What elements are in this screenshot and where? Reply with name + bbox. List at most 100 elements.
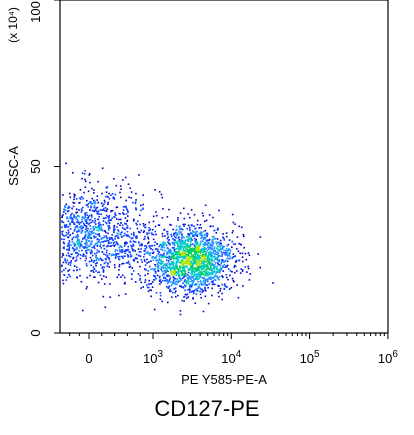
- event-dot: [189, 250, 192, 253]
- event-dot: [74, 260, 77, 262]
- event-dots: [61, 162, 274, 316]
- event-dot: [125, 241, 127, 243]
- event-dot: [167, 259, 170, 262]
- event-dot: [174, 291, 176, 294]
- event-dot: [179, 246, 182, 249]
- event-dot: [162, 260, 164, 263]
- event-dot: [100, 224, 102, 226]
- event-dot: [94, 220, 97, 222]
- event-dot: [204, 242, 206, 244]
- event-dot: [173, 271, 175, 274]
- event-dot: [201, 267, 204, 269]
- event-dot: [124, 176, 127, 179]
- event-dot: [83, 237, 86, 240]
- event-dot: [192, 263, 194, 265]
- event-dot: [175, 272, 177, 275]
- event-dot: [202, 245, 205, 247]
- event-dot: [86, 249, 88, 251]
- event-dot: [119, 185, 122, 187]
- event-dot: [175, 237, 177, 239]
- event-dot: [154, 268, 157, 270]
- event-dot: [170, 284, 173, 287]
- event-dot: [219, 290, 221, 292]
- event-dot: [63, 209, 65, 212]
- event-dot: [193, 257, 195, 259]
- event-dot: [85, 225, 88, 227]
- event-dot: [209, 266, 212, 269]
- event-dot: [180, 278, 182, 280]
- event-dot: [102, 229, 104, 232]
- event-dot: [236, 236, 239, 238]
- event-dot: [68, 269, 71, 271]
- event-dot: [216, 257, 218, 260]
- event-dot: [199, 293, 202, 296]
- event-dot: [216, 251, 219, 254]
- event-dot: [143, 259, 146, 261]
- event-dot: [85, 221, 88, 223]
- event-dot: [71, 241, 73, 243]
- event-dot: [160, 260, 162, 263]
- event-dot: [193, 235, 195, 237]
- event-dot: [95, 259, 97, 262]
- event-dot: [212, 281, 214, 284]
- event-dot: [170, 256, 172, 258]
- event-dot: [97, 222, 100, 225]
- event-dot: [106, 187, 108, 189]
- event-dot: [66, 245, 69, 247]
- event-dot: [98, 271, 101, 273]
- event-dot: [197, 246, 199, 249]
- event-dot: [219, 255, 222, 257]
- event-dot: [205, 266, 207, 268]
- event-dot: [176, 234, 178, 237]
- event-dot: [210, 265, 212, 267]
- event-dot: [239, 252, 241, 255]
- event-dot: [136, 261, 139, 263]
- event-dot: [218, 260, 220, 262]
- event-dot: [167, 236, 169, 238]
- event-dot: [95, 270, 97, 272]
- event-dot: [232, 230, 234, 232]
- event-dot: [208, 257, 210, 260]
- event-dot: [195, 234, 197, 237]
- event-dot: [69, 264, 72, 267]
- event-dot: [93, 189, 95, 191]
- event-dot: [176, 254, 179, 256]
- event-dot: [112, 253, 114, 256]
- event-dot: [115, 218, 118, 220]
- event-dot: [125, 206, 127, 208]
- event-dot: [184, 247, 187, 249]
- event-dot: [163, 270, 165, 272]
- event-dot: [68, 244, 71, 246]
- event-dot: [196, 266, 199, 269]
- event-dot: [94, 200, 96, 203]
- event-dot: [217, 291, 220, 294]
- event-dot: [175, 225, 178, 228]
- event-dot: [212, 250, 215, 252]
- event-dot: [125, 199, 127, 202]
- event-dot: [228, 239, 231, 241]
- event-dot: [211, 248, 214, 251]
- event-dot: [211, 262, 213, 265]
- event-dot: [199, 287, 202, 289]
- event-dot: [129, 253, 132, 256]
- y-tick-label-1: 50: [28, 159, 43, 173]
- event-dot: [180, 249, 182, 251]
- event-dot: [151, 244, 154, 247]
- event-dot: [102, 223, 104, 226]
- event-dot: [93, 221, 96, 224]
- event-dot: [234, 271, 236, 274]
- event-dot: [124, 255, 126, 258]
- event-dot: [166, 275, 169, 278]
- event-dot: [131, 248, 134, 251]
- event-dot: [211, 245, 214, 247]
- event-dot: [195, 288, 198, 290]
- event-dot: [89, 236, 92, 239]
- event-dot: [129, 187, 131, 189]
- event-dot: [121, 263, 123, 265]
- event-dot: [193, 289, 195, 292]
- event-dot: [220, 251, 223, 253]
- event-dot: [211, 254, 213, 257]
- event-dot: [216, 253, 219, 256]
- event-dot: [188, 284, 191, 286]
- event-dot: [84, 215, 87, 218]
